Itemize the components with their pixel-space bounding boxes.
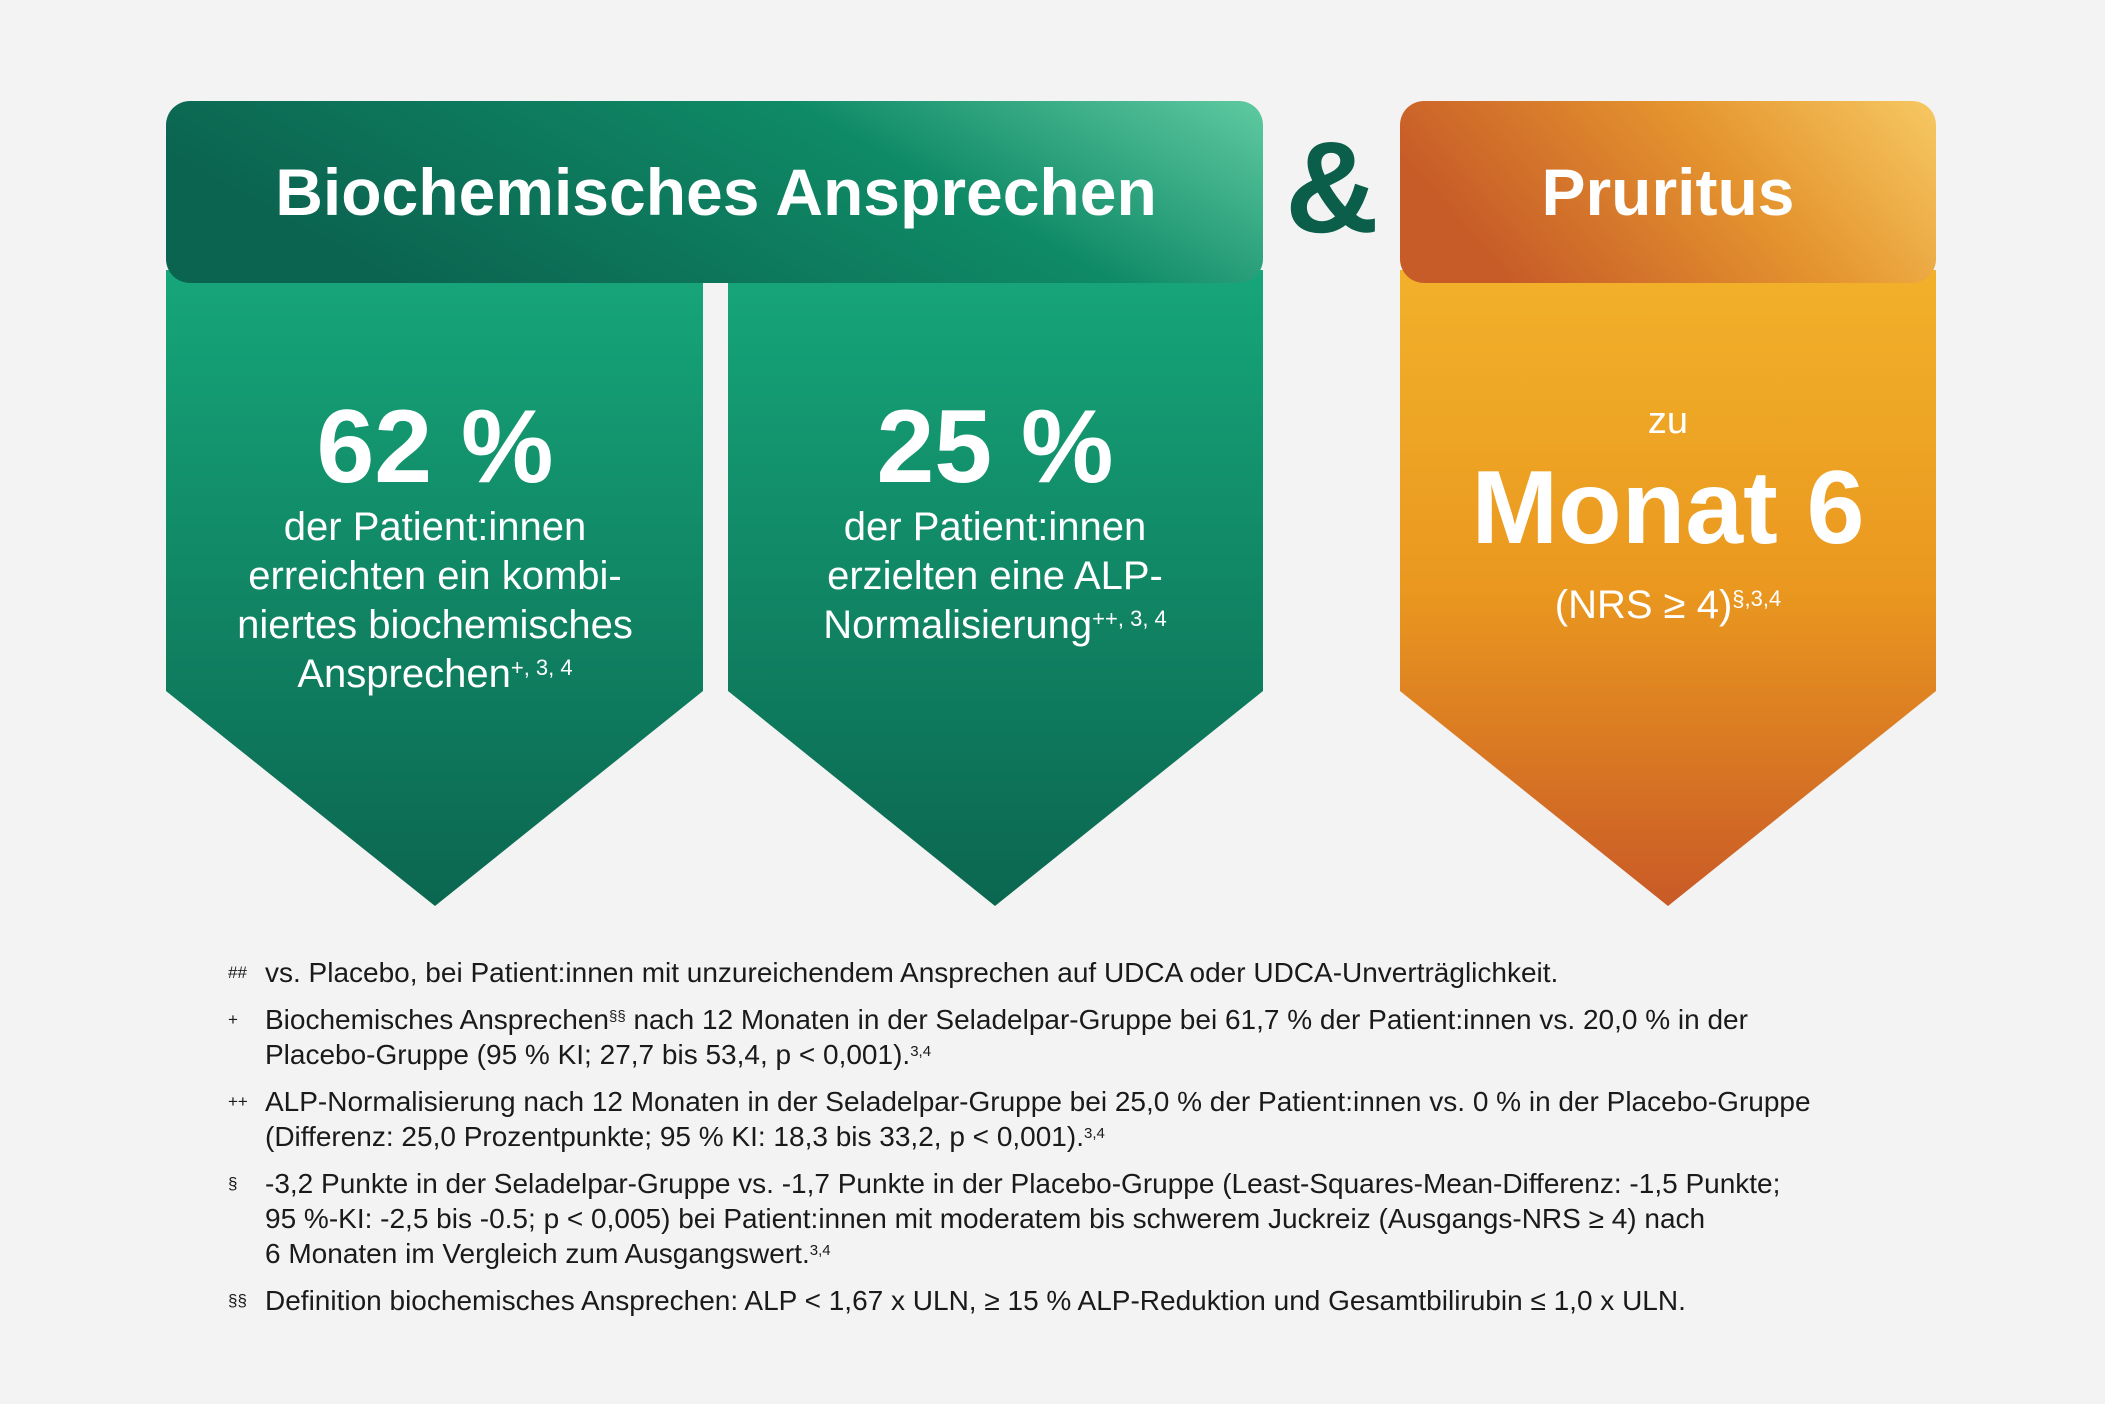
footnote-text: ALP-Normalisierung nach 12 Monaten in de… [265,1086,1811,1117]
footnote-text: -3,2 Punkte in der Seladelpar-Gruppe vs.… [265,1168,1780,1199]
footnote-text: Placebo-Gruppe (95 % KI; 27,7 bis 53,4, … [265,1039,931,1070]
panel-text: niertes biochemisches [237,603,633,647]
panel-text: erreichten ein kombi- [248,554,622,598]
text-segment: (Differenz: 25,0 Prozentpunkte; 95 % KI:… [265,1121,1084,1152]
footnote-text: (Differenz: 25,0 Prozentpunkte; 95 % KI:… [265,1121,1105,1152]
panel-text: (NRS ≥ 4)§,3,4 [1555,583,1781,627]
text-segment: Placebo-Gruppe (95 % KI; 27,7 bis 53,4, … [265,1039,910,1070]
footnote-marker: ++ [228,1092,248,1111]
text-segment: nach 12 Monaten in der Seladelpar-Gruppe… [626,1004,1748,1035]
panel-text: der Patient:innen [844,505,1146,549]
text-segment: (NRS ≥ 4) [1555,583,1733,627]
header-title: Biochemisches Ansprechen [275,155,1157,229]
highlight-value: 25 % [876,389,1113,505]
footnote-marker: ## [228,963,247,982]
panel-text: Normalisierung++, 3, 4 [823,603,1167,647]
panel-text: erzielten eine ALP- [827,554,1163,598]
superscript: 3,4 [810,1242,831,1259]
panel-arrow [166,270,703,906]
superscript: §§ [609,1008,626,1025]
highlight-value: Monat 6 [1472,450,1865,566]
footnote-marker: § [228,1174,237,1193]
superscript: +, 3, 4 [511,655,573,680]
footnote-text: 6 Monaten im Vergleich zum Ausgangswert.… [265,1238,831,1269]
panel-arrow [728,270,1263,906]
footnote-text: Definition biochemisches Ansprechen: ALP… [265,1285,1686,1316]
superscript: ++, 3, 4 [1092,606,1167,631]
highlight-value: 62 % [316,389,553,505]
superscript: 3,4 [1084,1125,1105,1142]
header-title: Pruritus [1541,155,1794,229]
footnote-text: 95 %-KI: -2,5 bis -0.5; p < 0,005) bei P… [265,1203,1705,1234]
text-segment: der Patient:innen [844,505,1146,549]
footnote-marker: §§ [228,1291,247,1310]
text-segment: 95 %-KI: -2,5 bis -0.5; p < 0,005) bei P… [265,1203,1705,1234]
footnote-text: Biochemisches Ansprechen§§ nach 12 Monat… [265,1004,1748,1035]
panel-text: der Patient:innen [284,505,586,549]
prefix: zu [1648,400,1688,442]
text-segment: 6 Monaten im Vergleich zum Ausgangswert. [265,1238,810,1269]
header-box [166,101,1263,283]
text-segment: vs. Placebo, bei Patient:innen mit unzur… [265,957,1558,988]
header-box [1400,101,1936,283]
text-segment: Definition biochemisches Ansprechen: ALP… [265,1285,1686,1316]
text-segment: der Patient:innen [284,505,586,549]
text-segment: Normalisierung [823,603,1092,647]
text-segment: -3,2 Punkte in der Seladelpar-Gruppe vs.… [265,1168,1780,1199]
panel-arrow [1400,270,1936,906]
text-segment: erzielten eine ALP- [827,554,1163,598]
text-segment: niertes biochemisches [237,603,633,647]
text-segment: ALP-Normalisierung nach 12 Monaten in de… [265,1086,1811,1117]
ampersand: & [1285,114,1379,260]
footnote-text: vs. Placebo, bei Patient:innen mit unzur… [265,957,1558,988]
footnote-marker: + [228,1010,238,1029]
panel-text: Ansprechen+, 3, 4 [297,652,572,696]
text-segment: erreichten ein kombi- [248,554,622,598]
superscript: 3,4 [910,1043,931,1060]
text-segment: Ansprechen [297,652,510,696]
text-segment: Biochemisches Ansprechen [265,1004,609,1035]
superscript: §,3,4 [1732,586,1781,611]
